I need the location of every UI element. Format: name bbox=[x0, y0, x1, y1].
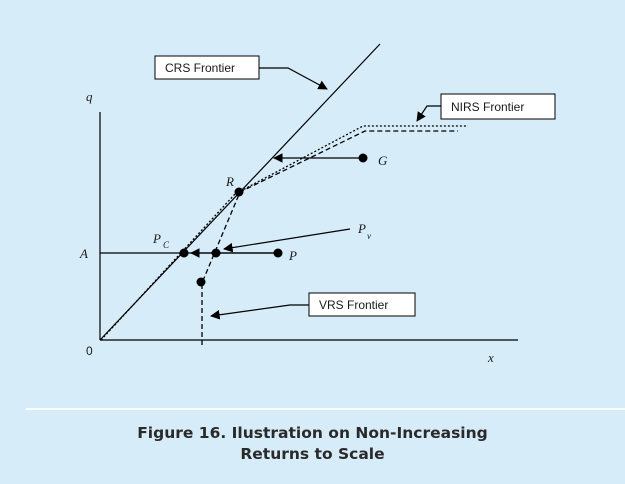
point-a-label: A bbox=[79, 246, 88, 261]
point-pv bbox=[211, 248, 221, 258]
origin-label: 0 bbox=[86, 344, 93, 358]
point-pc-subscript: C bbox=[163, 240, 170, 250]
point-vrs-minimum bbox=[196, 277, 206, 287]
pv-pointer-arrow bbox=[223, 228, 351, 253]
nirs-label-text: NIRS Frontier bbox=[451, 100, 524, 114]
point-r bbox=[234, 187, 244, 197]
x-axis-label: x bbox=[487, 350, 494, 365]
point-pc bbox=[179, 248, 189, 258]
point-p-label: P bbox=[288, 248, 297, 263]
caption-separator bbox=[26, 408, 625, 410]
vrs-label-text: VRS Frontier bbox=[319, 298, 388, 312]
point-g-label: G bbox=[378, 153, 388, 168]
vrs-pointer-arrow bbox=[210, 304, 309, 320]
figure-caption-line-2: Returns to Scale bbox=[240, 445, 385, 463]
crs-pointer-arrow bbox=[259, 67, 328, 90]
y-axis-label: q bbox=[86, 89, 93, 104]
figure-caption-line-1: Figure 16. Ilustration on Non-Increasing bbox=[137, 424, 488, 442]
nirs-label-box bbox=[440, 93, 556, 120]
point-r-label: R bbox=[225, 174, 234, 189]
point-pv-label: P bbox=[357, 221, 366, 236]
point-pv-subscript: v bbox=[367, 231, 371, 241]
crs-label-text: CRS Frontier bbox=[165, 61, 235, 75]
point-g bbox=[358, 153, 368, 163]
nirs-pointer-arrow bbox=[416, 105, 441, 122]
point-p bbox=[273, 248, 283, 258]
point-pc-label: P bbox=[152, 231, 161, 246]
